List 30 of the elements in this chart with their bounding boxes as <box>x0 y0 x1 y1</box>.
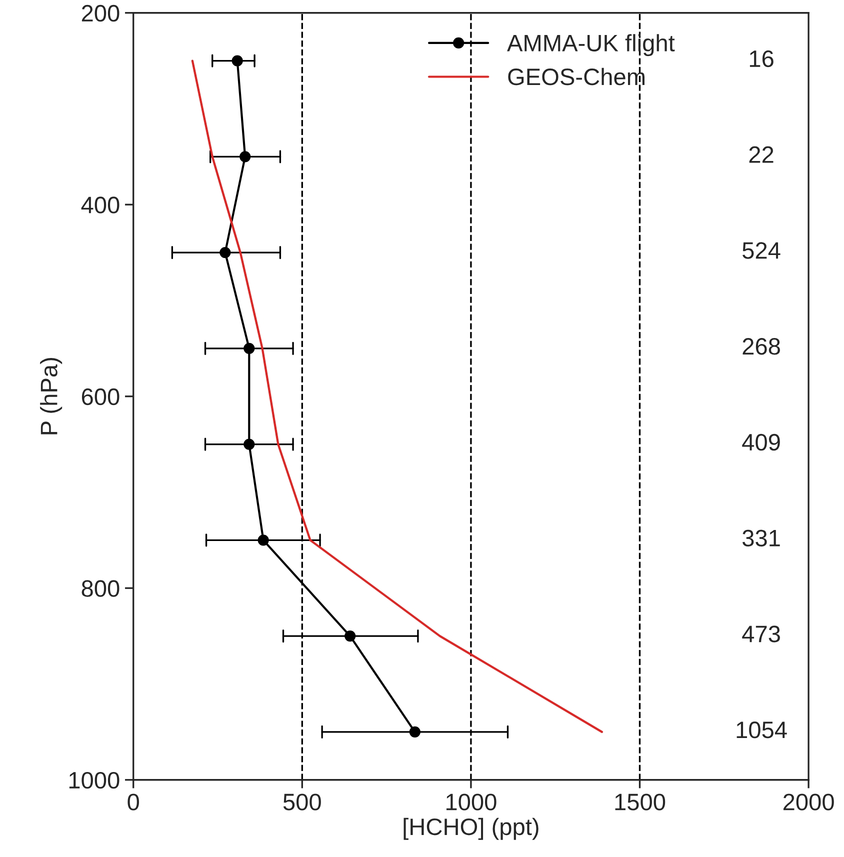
annotation: 268 <box>742 338 780 355</box>
x-tick-label: 500 <box>283 794 321 810</box>
x-tick-label: 0 <box>128 794 139 810</box>
x-tick-label: 2000 <box>783 794 834 810</box>
x-tick-label: 1500 <box>615 794 666 810</box>
y-tick-label: 200 <box>82 4 120 22</box>
point <box>232 55 243 66</box>
legend-label: AMMA-UK flight <box>507 34 675 56</box>
annotation: 524 <box>742 242 780 259</box>
annotation: 473 <box>742 626 780 642</box>
y-tick-label: 800 <box>82 580 120 597</box>
y-tick-label: 600 <box>82 388 120 406</box>
annotation: 1054 <box>736 722 787 738</box>
point <box>244 438 255 450</box>
y-axis-title: P (hPa) <box>40 358 62 434</box>
point <box>220 246 231 258</box>
y-tick-label: 1000 <box>69 772 120 789</box>
annotation: 409 <box>742 434 780 451</box>
point <box>244 342 255 354</box>
legend-label: GEOS-Chem <box>508 68 644 86</box>
point <box>344 630 356 642</box>
annotation: 331 <box>742 530 780 547</box>
annotation: 16 <box>750 50 774 68</box>
x-tick-label: 1000 <box>446 794 496 810</box>
annotation: 22 <box>749 146 774 163</box>
point <box>258 534 269 546</box>
point <box>240 151 251 162</box>
point <box>409 726 420 738</box>
x-axis-title: [HCHO] (ppt) <box>404 818 538 840</box>
y-tick-label: 400 <box>81 196 120 214</box>
